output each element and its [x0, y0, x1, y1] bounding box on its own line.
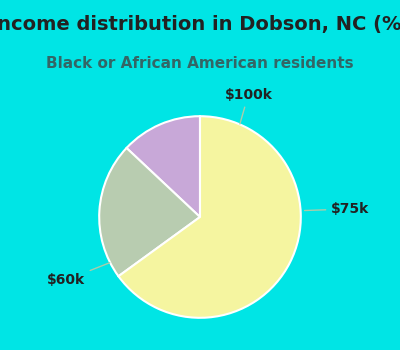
Wedge shape [118, 116, 301, 318]
Wedge shape [126, 116, 200, 217]
Text: Income distribution in Dobson, NC (%): Income distribution in Dobson, NC (%) [0, 15, 400, 34]
Text: $60k: $60k [47, 263, 110, 287]
Wedge shape [99, 148, 200, 276]
Text: Black or African American residents: Black or African American residents [46, 56, 354, 70]
Text: $75k: $75k [304, 202, 370, 216]
Text: $100k: $100k [224, 88, 272, 124]
